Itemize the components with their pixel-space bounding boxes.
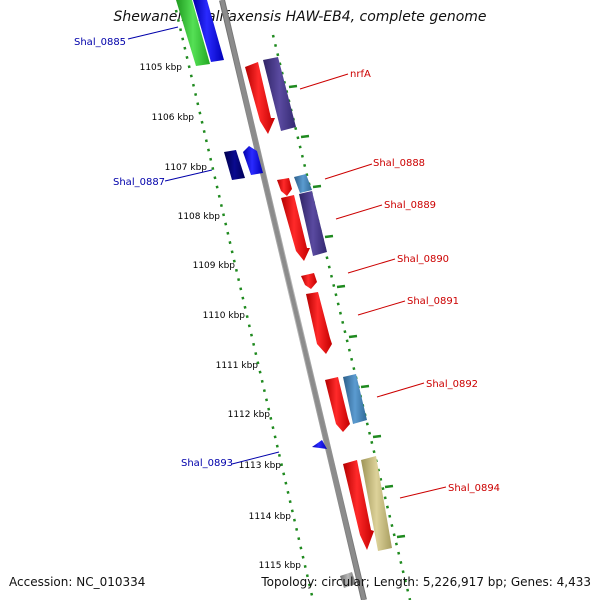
gene-feature-green[interactable] bbox=[176, 0, 210, 66]
feature-shal-0892-cds[interactable] bbox=[343, 374, 367, 424]
gene-label-shal-0893[interactable]: Shal_0893 bbox=[181, 458, 233, 469]
gene-shal-0893[interactable] bbox=[312, 440, 327, 449]
gene-shal-0894[interactable] bbox=[343, 460, 374, 550]
gene-nrfA[interactable] bbox=[245, 62, 275, 134]
gene-label-shal-0888[interactable]: Shal_0888 bbox=[373, 158, 425, 169]
gene-label-shal-0887[interactable]: Shal_0887 bbox=[113, 177, 165, 188]
scale-labels: 1105 kbp 1106 kbp 1107 kbp 1108 kbp 1109… bbox=[140, 63, 302, 571]
right-dotted-guide bbox=[271, 34, 412, 600]
tick-label: 1105 kbp bbox=[140, 63, 183, 73]
tick-label: 1107 kbp bbox=[165, 163, 208, 173]
tick-label: 1112 kbp bbox=[228, 410, 271, 420]
tick-label: 1114 kbp bbox=[249, 512, 292, 522]
gene-label-shal-0891[interactable]: Shal_0891 bbox=[407, 296, 459, 307]
feature-shal-0888-cds[interactable] bbox=[294, 174, 312, 193]
tick-label: 1106 kbp bbox=[152, 113, 195, 123]
genome-summary-text: Topology: circular; Length: 5,226,917 bp… bbox=[261, 575, 591, 589]
right-guide-ticks bbox=[288, 84, 406, 539]
accession-text: Accession: NC_010334 bbox=[9, 575, 146, 589]
gene-shal-0887[interactable] bbox=[243, 146, 263, 175]
tick-label: 1113 kbp bbox=[239, 461, 282, 471]
left-dotted-guide bbox=[174, 9, 315, 600]
leader-lines bbox=[127, 26, 447, 499]
gene-feature-shal-0885[interactable] bbox=[193, 0, 224, 62]
gene-label-shal-0894[interactable]: Shal_0894 bbox=[448, 483, 500, 494]
gene-shal-0888[interactable] bbox=[277, 178, 292, 196]
feature-shal-0894-cds[interactable] bbox=[361, 456, 392, 551]
gene-label-nrfA[interactable]: nrfA bbox=[350, 69, 371, 80]
tick-label: 1109 kbp bbox=[193, 261, 236, 271]
gene-shal-0892[interactable] bbox=[325, 377, 350, 432]
tick-label: 1115 kbp bbox=[259, 561, 302, 571]
gene-label-shal-0892[interactable]: Shal_0892 bbox=[426, 379, 478, 390]
gene-label-shal-0885[interactable]: Shal_0885 bbox=[74, 37, 126, 48]
gene-shal-0891[interactable] bbox=[306, 292, 332, 354]
genome-backbone-core bbox=[220, 0, 366, 600]
feature-shal-0889-cds[interactable] bbox=[299, 191, 327, 256]
gene-shal-0889[interactable] bbox=[281, 195, 310, 261]
tick-label: 1108 kbp bbox=[178, 212, 221, 222]
gene-label-shal-0890[interactable]: Shal_0890 bbox=[397, 254, 449, 265]
gene-label-shal-0889[interactable]: Shal_0889 bbox=[384, 200, 436, 211]
tick-label: 1111 kbp bbox=[216, 361, 259, 371]
tick-label: 1110 kbp bbox=[203, 311, 246, 321]
gene-shal-0890[interactable] bbox=[301, 273, 317, 289]
feature-nrfA-cds[interactable] bbox=[263, 57, 296, 131]
gene-shal-0887-a[interactable] bbox=[224, 150, 245, 180]
feature-grey-bottom[interactable] bbox=[340, 572, 356, 588]
